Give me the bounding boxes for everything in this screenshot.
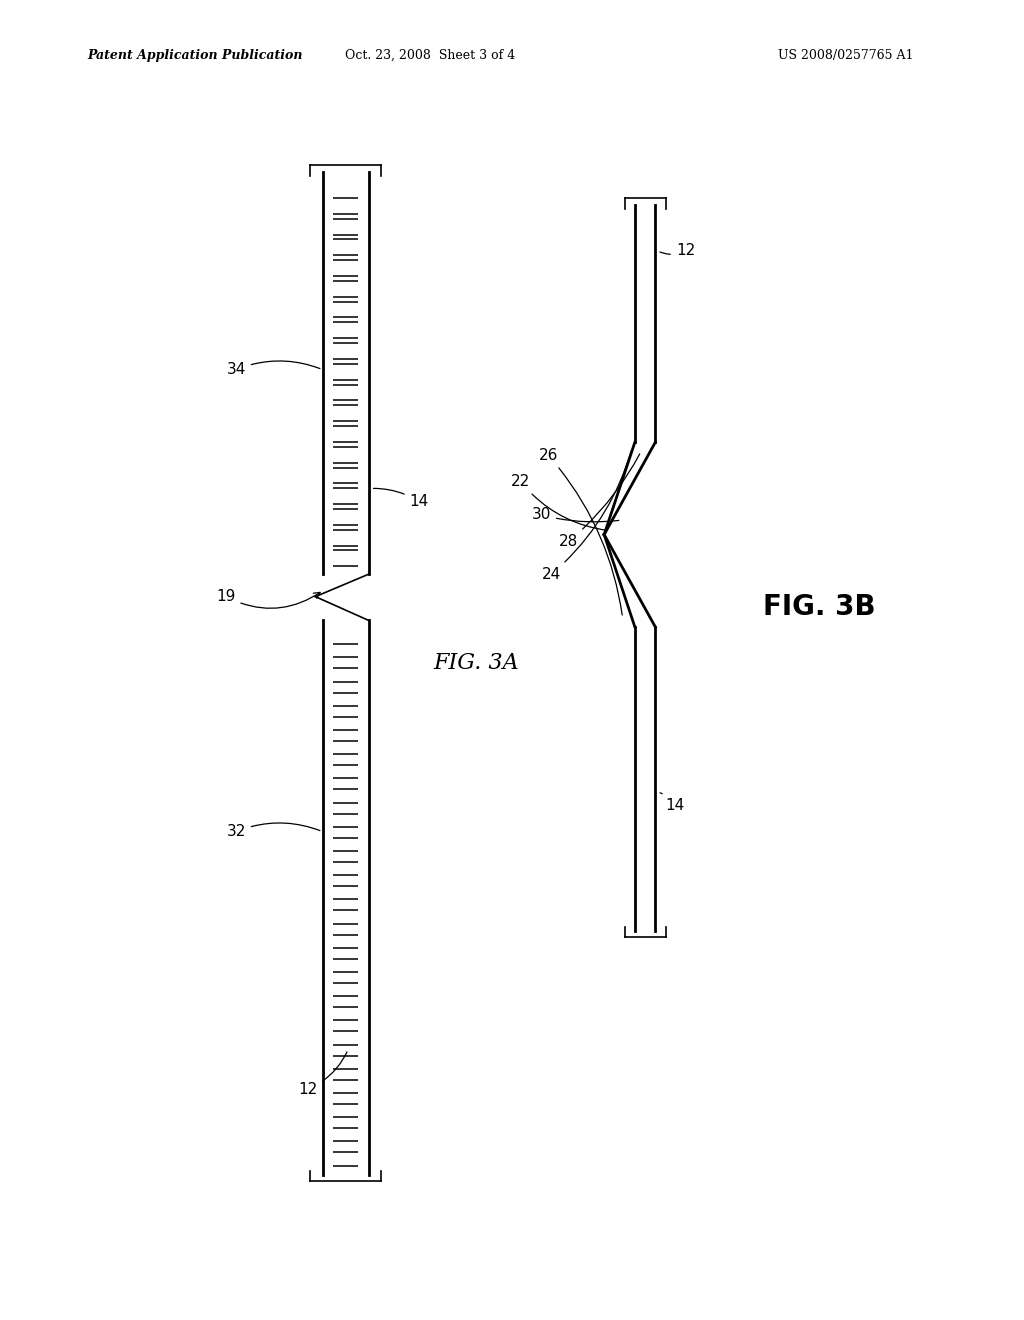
Text: 28: 28 [559, 454, 640, 549]
Text: 26: 26 [539, 447, 623, 615]
Text: 12: 12 [659, 243, 695, 259]
Text: 30: 30 [531, 507, 618, 523]
Text: 14: 14 [374, 488, 429, 510]
Text: 12: 12 [298, 1052, 347, 1097]
Text: Oct. 23, 2008  Sheet 3 of 4: Oct. 23, 2008 Sheet 3 of 4 [345, 49, 515, 62]
Text: Patent Application Publication: Patent Application Publication [87, 49, 302, 62]
Text: 34: 34 [226, 360, 319, 378]
Text: 24: 24 [542, 451, 631, 582]
Text: 32: 32 [226, 822, 319, 840]
Text: 22: 22 [511, 474, 606, 531]
Text: FIG. 3A: FIG. 3A [433, 652, 519, 673]
Text: FIG. 3B: FIG. 3B [763, 593, 876, 622]
Text: 19: 19 [216, 589, 321, 609]
Text: US 2008/0257765 A1: US 2008/0257765 A1 [778, 49, 913, 62]
Text: 14: 14 [660, 793, 685, 813]
